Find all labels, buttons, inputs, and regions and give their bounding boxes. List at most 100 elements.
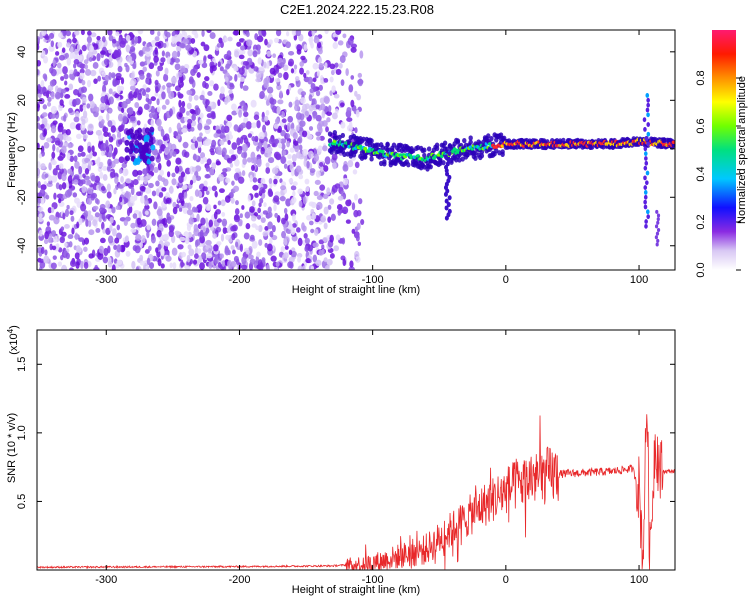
spectrogram-spike-tail bbox=[655, 231, 660, 236]
spectrogram-speckle bbox=[220, 86, 225, 95]
spectrogram-speckle bbox=[311, 201, 317, 209]
spectrogram-speckle bbox=[117, 139, 123, 145]
spectrogram-speckle bbox=[233, 124, 239, 132]
spectrogram-speckle bbox=[157, 65, 164, 72]
spectrogram-speckle bbox=[253, 114, 260, 121]
spectrogram-speckle bbox=[65, 136, 72, 142]
spectrogram-speckle bbox=[193, 153, 197, 161]
spectrogram-speckle bbox=[61, 173, 67, 182]
spectrogram-speckle bbox=[59, 167, 64, 175]
spectrogram-speckle bbox=[64, 80, 68, 86]
spectrogram-speckle bbox=[61, 264, 68, 270]
spectrogram-speckle bbox=[254, 135, 259, 143]
spectrogram-speckle bbox=[305, 191, 310, 197]
spectrogram-speckle bbox=[154, 36, 160, 42]
spectrogram-speckle bbox=[192, 174, 197, 184]
spectrogram-ridge-halo bbox=[369, 138, 374, 144]
spectrogram-speckle bbox=[68, 241, 73, 248]
spectrogram-speckle bbox=[312, 77, 317, 83]
spectrogram-speckle bbox=[129, 80, 135, 87]
spectrogram-speckle bbox=[184, 236, 190, 245]
spectrogram-speckle bbox=[70, 260, 77, 268]
spectrogram-speckle bbox=[195, 107, 201, 116]
spectrogram-ridge-halo bbox=[426, 146, 432, 152]
spectrogram-burst bbox=[130, 132, 136, 139]
spectrogram-speckle bbox=[183, 31, 188, 40]
spectrogram-speckle bbox=[55, 51, 60, 56]
spectrogram-speckle bbox=[72, 192, 78, 198]
spectrogram-speckle bbox=[44, 74, 48, 82]
spectrogram-speckle bbox=[211, 65, 217, 72]
spectrogram-speckle bbox=[51, 151, 56, 159]
spectrogram-speckle bbox=[130, 116, 136, 122]
spectrogram-speckle bbox=[142, 127, 146, 135]
spectrogram-speckle bbox=[161, 104, 167, 110]
spectrogram-speckle bbox=[166, 159, 171, 167]
spectrogram-speckle bbox=[287, 115, 294, 123]
spectrogram-speckle bbox=[269, 230, 274, 238]
spectrogram-speckle bbox=[61, 231, 67, 237]
spectrogram-speckle bbox=[194, 189, 200, 197]
spectrogram-speckle bbox=[131, 72, 135, 80]
spectrogram-speckle bbox=[153, 201, 158, 210]
spectrogram-speckle bbox=[303, 44, 308, 52]
spectrogram-speckle bbox=[70, 46, 74, 54]
spectrogram-speckle bbox=[346, 106, 352, 115]
spectrogram-speckle bbox=[48, 162, 52, 171]
spectrogram-speckle bbox=[330, 213, 336, 221]
spectrogram-speckle bbox=[164, 146, 170, 154]
spectrogram-speckle bbox=[347, 199, 352, 205]
spectrogram-speckle bbox=[220, 199, 226, 207]
spectrogram-speckle bbox=[225, 63, 231, 69]
spectrogram-speckle bbox=[82, 173, 86, 179]
spectrogram-speckle bbox=[100, 96, 107, 104]
spectrogram-speckle bbox=[62, 30, 67, 37]
spectrogram-speckle bbox=[171, 247, 178, 256]
spectrogram-branch bbox=[447, 151, 452, 157]
spectrogram-speckle bbox=[126, 55, 133, 63]
spectrogram-speckle bbox=[119, 196, 123, 203]
spectrogram-burst bbox=[124, 139, 130, 146]
spectrogram-speckle bbox=[47, 175, 53, 182]
spectrogram-speckle bbox=[261, 257, 266, 263]
spectrogram-spike bbox=[644, 160, 649, 166]
spectrogram-speckle bbox=[40, 196, 45, 205]
spectrogram-speckle bbox=[57, 41, 63, 48]
spectrogram-speckle bbox=[155, 86, 159, 94]
spectrogram-speckle bbox=[139, 176, 145, 181]
spectrogram-speckle bbox=[274, 118, 280, 125]
spectrogram-speckle bbox=[146, 224, 151, 231]
spectrogram-speckle bbox=[226, 80, 231, 89]
spectrogram-speckle bbox=[166, 171, 171, 178]
x-tick-label: 100 bbox=[630, 274, 648, 286]
spectrogram-speckle bbox=[95, 227, 101, 233]
spectrogram-speckle bbox=[60, 76, 65, 81]
spectrogram-speckle bbox=[65, 129, 71, 136]
spectrogram-speckle bbox=[48, 214, 56, 221]
spectrogram-speckle bbox=[73, 179, 79, 185]
spectrogram-speckle bbox=[83, 237, 90, 245]
spectrogram-speckle bbox=[219, 66, 224, 72]
spectrogram-speckle bbox=[313, 36, 320, 44]
spectrogram-speckle bbox=[207, 90, 213, 96]
spectrogram-speckle bbox=[208, 247, 212, 255]
spectrogram-x-label: Height of straight line (km) bbox=[292, 284, 420, 296]
spectrogram-speckle bbox=[334, 62, 339, 68]
spectrogram-speckle bbox=[92, 219, 98, 227]
spectrogram-speckle bbox=[69, 122, 76, 130]
spectrogram-speckle bbox=[82, 110, 88, 119]
spectrogram-speckle bbox=[271, 225, 276, 233]
spectrogram-speckle bbox=[166, 82, 173, 88]
spectrogram-speckle bbox=[342, 177, 349, 186]
spectrogram-speckle bbox=[255, 77, 262, 83]
spectrogram-speckle bbox=[163, 233, 170, 241]
spectrogram-speckle bbox=[201, 30, 205, 37]
spectrogram-speckle bbox=[194, 32, 199, 39]
spectrogram-speckle bbox=[202, 196, 209, 205]
spectrogram-speckle bbox=[50, 160, 56, 165]
spectrogram-speckle bbox=[108, 88, 113, 95]
spectrogram-spike bbox=[644, 156, 648, 161]
spectrogram-spike bbox=[644, 136, 649, 142]
spectrogram-speckle bbox=[217, 261, 222, 268]
spectrogram-speckle bbox=[124, 62, 128, 68]
